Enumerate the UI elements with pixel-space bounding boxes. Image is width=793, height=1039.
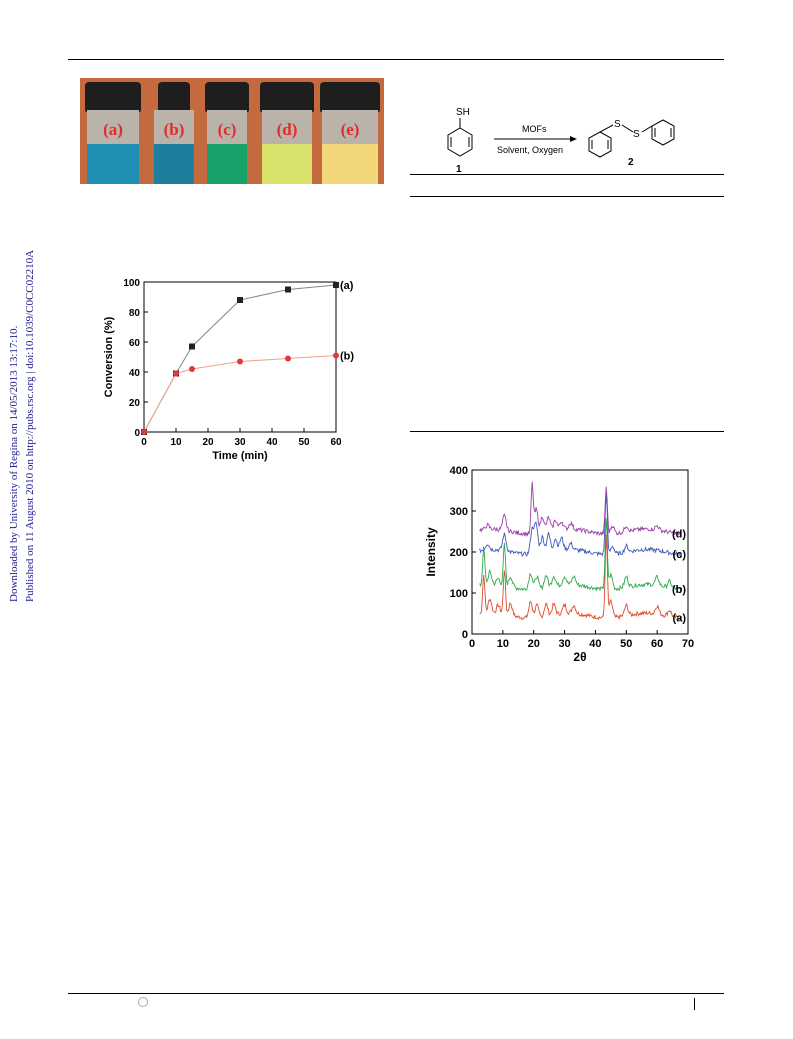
xrd-chart: 0 10 20 30 40 50 60 70 0 100 200 300 400 2θ Intensity (… (420, 458, 720, 673)
x-tick-label: 40 (589, 638, 601, 650)
header-rule (68, 59, 724, 60)
xrd-pattern (479, 494, 683, 558)
series-label: (c) (673, 549, 687, 561)
data-point (237, 358, 243, 365)
footer-tick-mark (694, 998, 695, 1010)
vial-liquid (322, 144, 378, 184)
series-label: (a) (340, 280, 354, 292)
vial-label: (c) (217, 120, 237, 139)
x-axis-label: Time (min) (212, 450, 268, 462)
y-tick-label: 80 (129, 308, 141, 319)
vials-photo: (a) (b) (c) (d) (e) (80, 78, 384, 184)
data-point (141, 429, 147, 435)
y-tick-label: 200 (450, 547, 468, 559)
y-tick-label: 300 (450, 506, 468, 518)
x-tick-label: 20 (528, 638, 540, 650)
vial: (d) (260, 82, 314, 184)
vial-label: (b) (163, 120, 185, 139)
x-tick-label: 50 (620, 638, 632, 650)
x-tick-label: 30 (234, 437, 246, 448)
vial-liquid (87, 144, 139, 184)
vial-liquid (154, 144, 194, 184)
y-tick-label: 40 (129, 368, 141, 379)
x-tick-label: 10 (497, 638, 509, 650)
y-axis-label: Conversion (%) (103, 316, 115, 397)
reaction-scheme: SH 1 MOFs Solvent, Oxygen S S 2 (430, 100, 710, 180)
footer-rule (68, 993, 724, 994)
vial-label: (d) (276, 120, 298, 139)
vial-liquid (262, 144, 312, 184)
x-tick-label: 60 (651, 638, 663, 650)
y-tick-label: 100 (123, 278, 140, 289)
vial-cap (158, 82, 190, 112)
sulfur-label: S (614, 119, 621, 130)
vial-cap (85, 82, 141, 112)
y-tick-label: 60 (129, 338, 141, 349)
compound-1-label: 1 (456, 164, 462, 175)
table-rule (410, 174, 724, 175)
footer-circle-mark (138, 997, 148, 1007)
data-point (285, 286, 291, 293)
compound-2-label: 2 (628, 157, 634, 168)
y-tick-label: 100 (450, 588, 468, 600)
table-rule (410, 196, 724, 197)
vial: (b) (152, 82, 196, 184)
vial-liquid (207, 144, 247, 184)
vial-label: (e) (340, 120, 360, 139)
data-point (237, 297, 243, 303)
table-rule (410, 431, 724, 432)
y-tick-label: 400 (450, 465, 468, 477)
x-tick-label: 50 (298, 437, 310, 448)
data-point (333, 282, 339, 288)
sh-label: SH (456, 107, 470, 118)
conversion-chart: 0 10 20 30 40 50 60 0 20 40 60 80 100 Time (min) Conve… (98, 270, 368, 475)
x-tick-label: 60 (330, 437, 342, 448)
download-notice: Downloaded by University of Regina on 14… (4, 250, 40, 610)
vial: (a) (85, 82, 141, 184)
data-point (333, 352, 339, 359)
vial-label: (a) (103, 120, 123, 139)
conditions-label: Solvent, Oxygen (497, 145, 563, 155)
xrd-pattern (479, 534, 683, 621)
vial-cap (320, 82, 380, 112)
sulfur-label: S (633, 129, 640, 140)
series-label: (a) (673, 613, 687, 625)
y-tick-label: 20 (129, 398, 141, 409)
vial-cap (205, 82, 249, 112)
y-tick-label: 0 (462, 629, 468, 641)
x-tick-label: 70 (682, 638, 694, 650)
diphenyl-disulfide-structure (588, 119, 675, 158)
x-tick-label: 40 (266, 437, 278, 448)
x-tick-label: 30 (558, 638, 570, 650)
x-tick-label: 0 (141, 437, 147, 448)
reagent-label: MOFs (522, 124, 547, 134)
xrd-pattern (479, 518, 683, 593)
x-tick-label: 10 (170, 437, 182, 448)
vial-cap (260, 82, 314, 112)
series-label: (b) (340, 351, 354, 363)
data-point (285, 355, 291, 362)
x-tick-label: 20 (202, 437, 214, 448)
data-point (189, 343, 195, 350)
data-point (173, 370, 179, 377)
download-notice-line2: Published on 11 August 2010 on http://pu… (24, 250, 36, 602)
series-line (143, 355, 337, 433)
xrd-pattern (479, 481, 683, 538)
series-label: (d) (672, 529, 686, 541)
x-tick-label: 0 (469, 638, 475, 650)
vial: (c) (205, 82, 249, 184)
y-axis-label: Intensity (424, 527, 438, 577)
y-tick-label: 0 (134, 428, 140, 439)
x-axis-label: 2θ (573, 650, 586, 664)
data-point (189, 366, 195, 372)
thiophenol-structure (447, 118, 473, 157)
vial: (e) (320, 82, 380, 184)
series-label: (b) (672, 584, 686, 596)
download-notice-line1: Downloaded by University of Regina on 14… (8, 326, 20, 602)
reaction-arrow (494, 136, 577, 142)
